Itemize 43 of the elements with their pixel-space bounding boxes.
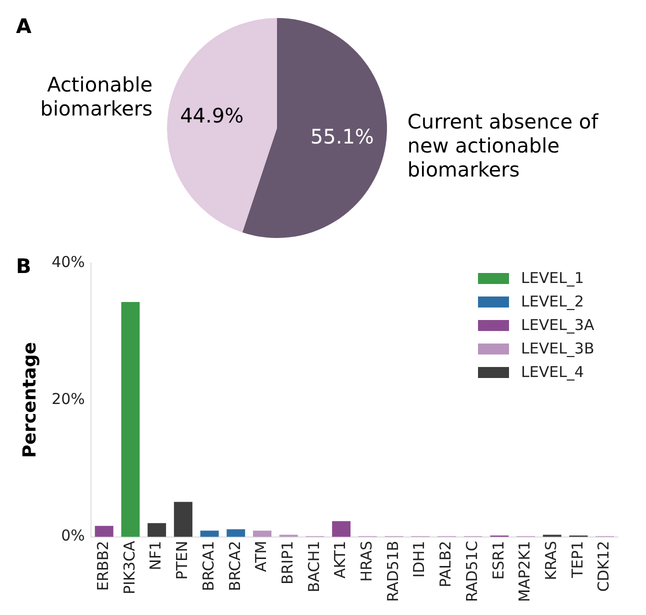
bar	[200, 530, 219, 537]
data-label: 44.9%	[180, 104, 244, 128]
slice-label: Current absence of new actionable biomarkers	[407, 110, 600, 182]
x-tick-label: BACH1	[304, 540, 323, 592]
bar	[226, 529, 246, 537]
x-tick-label: PALB2	[436, 540, 455, 588]
text: A	[16, 14, 32, 38]
x-tick-label: BRCA2	[226, 540, 244, 592]
x-tick-label: PIK3CA	[120, 540, 138, 594]
slice-label: Actionable biomarkers	[40, 72, 153, 121]
x-tick-label: PTEN	[173, 540, 192, 580]
bar	[121, 302, 140, 537]
legend-label: LEVEL_4	[521, 362, 584, 381]
x-tick-label: MAP2K1	[516, 540, 534, 602]
y-tick-label: 20%	[52, 390, 85, 408]
legend-label: LEVEL_1	[521, 268, 584, 287]
x-tick-label: HRAS	[358, 540, 376, 582]
legend-label: LEVEL_2	[521, 292, 584, 310]
x-tick-label: IDH1	[410, 540, 428, 578]
x-tick-label: ATM	[252, 540, 270, 572]
text: B	[16, 254, 32, 278]
x-tick-label: BRIP1	[278, 540, 296, 585]
legend-label: LEVEL_3B	[521, 339, 594, 358]
data-label: 55.1%	[310, 124, 374, 149]
x-tick-label: ESR1	[489, 540, 508, 580]
bar	[174, 502, 192, 537]
bar	[94, 526, 114, 537]
y-tick-label: 40%	[52, 252, 85, 271]
x-tick-label: CDK12	[594, 540, 613, 592]
x-tick-label: TEP1	[568, 540, 586, 580]
x-tick-label: RAD51C	[462, 540, 481, 602]
y-axis-title: Percentage	[19, 342, 40, 458]
bar	[332, 521, 351, 537]
x-tick-label: BRCA1	[199, 540, 218, 592]
x-tick-label: NF1	[146, 540, 165, 570]
x-tick-label: KRAS	[542, 540, 560, 580]
x-tick-label: AKT1	[331, 540, 350, 578]
bar	[253, 530, 272, 537]
legend-label: LEVEL_3A	[521, 316, 595, 334]
bar	[148, 523, 166, 537]
y-tick-label: 0%	[61, 526, 85, 545]
x-tick-label: RAD51B	[384, 540, 402, 602]
x-tick-label: ERBB2	[94, 540, 112, 591]
